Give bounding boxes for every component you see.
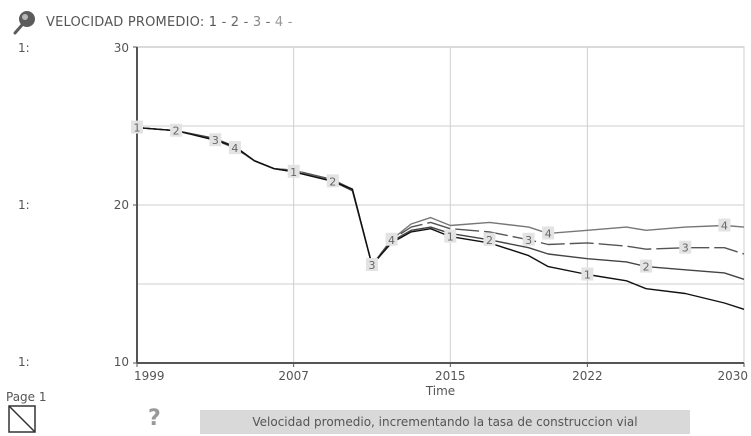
help-icon[interactable]: ? (148, 406, 161, 431)
x-tick-label: 2022 (572, 369, 603, 383)
series-marker-box-3 (679, 240, 692, 254)
series-marker-label-1: 1 (290, 166, 297, 179)
title-series-4: 4 (274, 14, 284, 30)
series-marker-box-4 (718, 218, 731, 232)
title-series-3: 3 (252, 14, 262, 30)
y-tick-label: 20 (114, 198, 129, 212)
series-marker-box-3 (365, 258, 378, 272)
x-tick-label: 2015 (435, 369, 466, 383)
series-marker-box-1 (444, 229, 457, 243)
series-marker-label-2: 2 (486, 234, 493, 247)
x-tick-label: 1999 (134, 369, 165, 383)
series-marker-box-2 (640, 259, 653, 273)
series-marker-label-3: 3 (682, 242, 689, 255)
y-tick-label: 30 (114, 41, 129, 55)
series-marker-label-2: 2 (643, 261, 650, 274)
series-marker-box-2 (483, 232, 496, 246)
y-tick-label: 10 (114, 355, 129, 369)
series-marker-box-4 (542, 226, 555, 240)
chart-caption: Velocidad promedio, incrementando la tas… (200, 410, 690, 434)
title-prefix: VELOCIDAD PROMEDIO: (46, 14, 209, 30)
series-marker-box-1 (287, 164, 300, 178)
series-marker-box-1 (581, 267, 594, 281)
chart-header: VELOCIDAD PROMEDIO: 1 - 2 - 3 - 4 - (12, 6, 293, 38)
series-marker-box-1 (131, 120, 143, 134)
y-scale-label: 1: (18, 41, 30, 55)
series-marker-label-4: 4 (545, 227, 552, 240)
series-marker-box-2 (326, 174, 339, 188)
y-scale-label: 1: (18, 355, 30, 369)
title-series-2: 2 (230, 14, 240, 30)
series-marker-label-3: 3 (368, 259, 375, 272)
series-line-2 (136, 126, 745, 280)
series-marker-box-2 (170, 123, 183, 137)
y-scale-label: 1: (18, 198, 30, 212)
series-marker-box-3 (209, 133, 222, 147)
title-separator: - (239, 14, 253, 30)
series-marker-label-3: 3 (212, 134, 219, 147)
title-series-1: 1 (208, 14, 218, 30)
series-line-1 (136, 126, 745, 310)
series-marker-label-3: 3 (525, 234, 532, 247)
series-marker-label-2: 2 (329, 175, 336, 188)
title-trailing: - (283, 14, 293, 30)
title-separator: - (261, 14, 275, 30)
chart-title: VELOCIDAD PROMEDIO: 1 - 2 - 3 - 4 - (46, 15, 293, 30)
series-marker-box-4 (228, 141, 241, 155)
pin-icon[interactable] (12, 9, 38, 35)
series-marker-label-4: 4 (388, 234, 395, 247)
series-marker-label-4: 4 (721, 220, 728, 233)
series-marker-label-1: 1 (134, 122, 141, 135)
series-marker-label-1: 1 (447, 231, 454, 244)
series-line-4 (136, 126, 745, 266)
series-marker-label-2: 2 (173, 125, 180, 138)
page-label: Page 1 (6, 390, 47, 404)
series-marker-label-4: 4 (231, 142, 238, 155)
series-line-3 (136, 126, 745, 266)
series-marker-box-3 (522, 232, 535, 246)
page-turn-icon[interactable] (8, 405, 36, 433)
x-tick-label: 2007 (278, 369, 309, 383)
series-marker-label-1: 1 (584, 269, 591, 282)
title-separator: - (217, 14, 231, 30)
series-marker-box-4 (385, 232, 398, 246)
x-tick-label: 2030 (717, 369, 748, 383)
x-axis-title: Time (425, 384, 455, 398)
